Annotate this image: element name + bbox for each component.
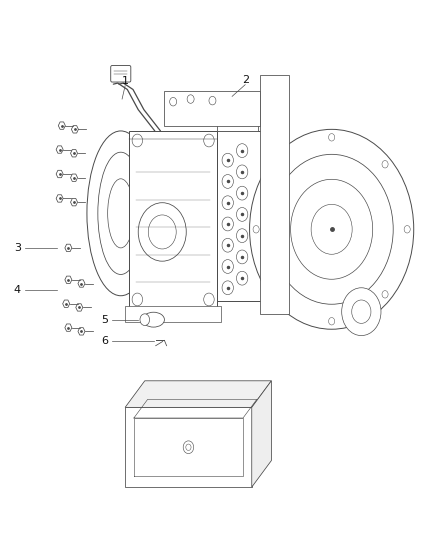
Circle shape — [231, 94, 237, 102]
Circle shape — [250, 130, 414, 329]
Circle shape — [404, 225, 410, 233]
Circle shape — [132, 134, 143, 147]
Circle shape — [270, 155, 393, 304]
Circle shape — [222, 196, 233, 209]
Circle shape — [222, 238, 233, 252]
Circle shape — [275, 290, 281, 298]
Polygon shape — [125, 407, 252, 487]
Bar — [130, 131, 217, 309]
Circle shape — [251, 101, 257, 108]
Circle shape — [183, 441, 194, 454]
Circle shape — [237, 186, 248, 200]
Circle shape — [222, 281, 233, 295]
Circle shape — [352, 300, 371, 324]
Circle shape — [170, 98, 177, 106]
Circle shape — [132, 293, 143, 306]
Circle shape — [290, 179, 373, 279]
Circle shape — [237, 144, 248, 158]
Bar — [164, 91, 261, 126]
Circle shape — [311, 204, 352, 254]
Circle shape — [237, 250, 248, 264]
Circle shape — [382, 160, 388, 168]
Circle shape — [328, 318, 335, 325]
Circle shape — [186, 444, 191, 450]
Circle shape — [237, 207, 248, 221]
Bar — [125, 306, 221, 322]
Circle shape — [222, 217, 233, 231]
Circle shape — [382, 290, 388, 298]
Circle shape — [138, 203, 186, 261]
Circle shape — [222, 174, 233, 188]
Text: 6: 6 — [101, 336, 108, 346]
Circle shape — [222, 260, 233, 273]
Text: 5: 5 — [101, 314, 108, 325]
Circle shape — [242, 96, 248, 104]
Ellipse shape — [143, 312, 164, 327]
Circle shape — [328, 134, 335, 141]
Circle shape — [140, 314, 150, 326]
Bar — [217, 94, 258, 131]
Ellipse shape — [108, 179, 134, 248]
Text: 1: 1 — [122, 77, 129, 86]
Circle shape — [209, 96, 216, 105]
Circle shape — [148, 215, 176, 249]
Circle shape — [253, 225, 259, 233]
Circle shape — [342, 288, 381, 336]
Polygon shape — [125, 381, 272, 407]
Circle shape — [275, 160, 281, 168]
Circle shape — [237, 271, 248, 285]
Circle shape — [187, 95, 194, 103]
Circle shape — [222, 154, 233, 167]
FancyBboxPatch shape — [111, 66, 131, 82]
Bar — [217, 131, 263, 301]
Text: 4: 4 — [14, 286, 21, 295]
Text: 2: 2 — [242, 76, 249, 85]
Ellipse shape — [87, 131, 155, 296]
Ellipse shape — [98, 152, 144, 274]
Circle shape — [237, 165, 248, 179]
Text: 3: 3 — [14, 243, 21, 253]
Circle shape — [220, 98, 226, 106]
Circle shape — [204, 134, 214, 147]
Circle shape — [237, 229, 248, 243]
Circle shape — [204, 293, 214, 306]
Polygon shape — [252, 381, 272, 487]
Bar — [261, 75, 289, 314]
